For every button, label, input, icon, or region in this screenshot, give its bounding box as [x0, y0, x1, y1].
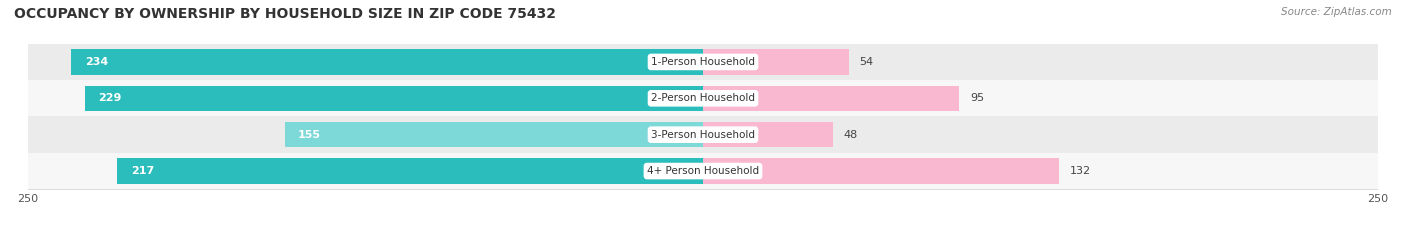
Text: 229: 229 [98, 93, 122, 103]
Text: 95: 95 [970, 93, 984, 103]
Text: 48: 48 [844, 130, 858, 140]
Bar [117, 158, 703, 184]
Bar [28, 116, 1378, 153]
Bar [703, 49, 849, 75]
Text: 54: 54 [859, 57, 873, 67]
Bar [28, 153, 1378, 189]
Bar [72, 49, 703, 75]
Text: 155: 155 [298, 130, 321, 140]
Text: 132: 132 [1070, 166, 1091, 176]
Bar [28, 44, 1378, 80]
Text: OCCUPANCY BY OWNERSHIP BY HOUSEHOLD SIZE IN ZIP CODE 75432: OCCUPANCY BY OWNERSHIP BY HOUSEHOLD SIZE… [14, 7, 555, 21]
Text: 217: 217 [131, 166, 153, 176]
Bar [84, 86, 703, 111]
Text: 4+ Person Household: 4+ Person Household [647, 166, 759, 176]
Bar [284, 122, 703, 147]
Text: 2-Person Household: 2-Person Household [651, 93, 755, 103]
Text: 234: 234 [84, 57, 108, 67]
Text: Source: ZipAtlas.com: Source: ZipAtlas.com [1281, 7, 1392, 17]
Bar [703, 86, 959, 111]
Bar [703, 122, 832, 147]
Bar [703, 158, 1059, 184]
Bar [28, 80, 1378, 116]
Text: 3-Person Household: 3-Person Household [651, 130, 755, 140]
Text: 1-Person Household: 1-Person Household [651, 57, 755, 67]
